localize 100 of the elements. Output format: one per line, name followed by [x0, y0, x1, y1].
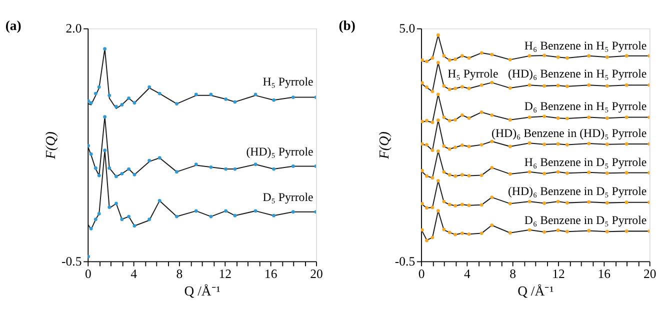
point [120, 172, 124, 176]
point [448, 173, 452, 177]
x-axis-title: Q /Å⁻¹ [184, 284, 220, 298]
point [97, 212, 101, 216]
point [528, 141, 532, 145]
x-tick-label: 8 [510, 267, 516, 282]
point [436, 149, 440, 153]
point [565, 116, 569, 120]
point [103, 47, 107, 51]
point [224, 209, 228, 213]
point [460, 113, 464, 117]
point [103, 148, 107, 152]
point [254, 209, 258, 213]
annotation: D₆ Benzene in H₅ Pyrrole [524, 99, 647, 114]
annotation: (HD)₆ Benzene in D₅ Pyrrole [508, 184, 647, 198]
point [490, 52, 494, 56]
point [442, 200, 446, 204]
point [442, 228, 446, 232]
point [480, 143, 484, 147]
point [508, 86, 512, 90]
point [542, 142, 546, 146]
point [194, 209, 198, 213]
point [425, 206, 428, 210]
point [605, 116, 609, 120]
chart-title: (b) [338, 18, 356, 34]
point [508, 172, 512, 176]
point [624, 116, 628, 119]
point [442, 116, 446, 119]
x-tick-label: 8 [176, 267, 183, 282]
point [542, 84, 546, 88]
line-series [88, 48, 316, 109]
point [436, 92, 440, 96]
point [430, 176, 434, 180]
point [89, 152, 93, 156]
point [127, 214, 130, 218]
point [480, 110, 484, 114]
point [448, 118, 452, 122]
point [480, 174, 484, 177]
annotation: (HD)₆ Benzene in H₅ Pyrrole [508, 66, 647, 80]
point [480, 51, 484, 55]
point [460, 85, 464, 88]
point [454, 174, 458, 178]
point [127, 96, 130, 100]
point [425, 143, 428, 147]
x-tick-label: 16 [264, 267, 278, 282]
point [158, 198, 162, 202]
point [624, 200, 628, 204]
point [624, 83, 628, 87]
point [272, 167, 276, 171]
y-tick-label: -0.5 [62, 254, 82, 268]
point [542, 114, 546, 118]
point [114, 174, 118, 178]
point [103, 115, 107, 119]
point [89, 101, 93, 105]
point [421, 142, 424, 146]
point [421, 58, 424, 62]
line-series [422, 120, 650, 151]
point [542, 202, 546, 205]
point [528, 228, 532, 232]
point [421, 202, 424, 206]
point [624, 54, 628, 58]
point [425, 60, 428, 64]
point [528, 200, 532, 204]
point [565, 84, 569, 88]
point [97, 174, 101, 178]
point [460, 173, 464, 177]
x-tick-label: 4 [464, 267, 471, 282]
point [556, 200, 560, 204]
point [542, 230, 546, 234]
x-tick-label: 12 [218, 267, 232, 282]
point [425, 118, 428, 122]
point [605, 142, 609, 146]
point [120, 103, 124, 106]
point [291, 164, 295, 168]
point [467, 232, 471, 236]
point [480, 232, 484, 236]
point [467, 204, 471, 208]
point [448, 88, 452, 92]
point [587, 116, 591, 119]
point [148, 85, 152, 89]
point [508, 144, 512, 148]
point [127, 167, 130, 171]
point [454, 146, 458, 150]
x-tick-label: 0 [84, 267, 92, 282]
point [108, 206, 112, 209]
point [490, 224, 494, 227]
point [175, 170, 178, 174]
point [132, 172, 136, 176]
point [233, 167, 237, 171]
point [556, 170, 560, 174]
point [120, 218, 124, 222]
point [108, 166, 112, 170]
line-series [422, 62, 650, 92]
point [233, 100, 237, 104]
point [467, 174, 471, 178]
point [480, 83, 484, 87]
point [224, 167, 228, 171]
point [442, 170, 446, 174]
point [448, 147, 452, 151]
point [528, 83, 532, 87]
